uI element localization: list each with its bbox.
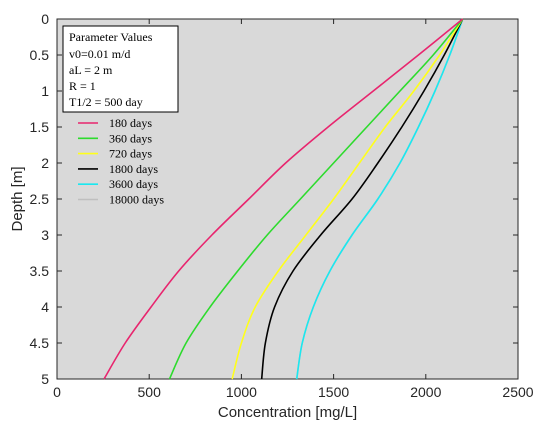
y-tick-label: 3 [41, 227, 49, 243]
legend-label: 1800 days [109, 162, 158, 176]
y-tick-label: 0 [41, 11, 49, 27]
x-tick-layer: 0 500 1000 1500 2000 2500 [53, 19, 534, 400]
parameter-box [62, 25, 179, 113]
y-tick-label: 4 [41, 299, 49, 315]
series-layer [103, 18, 464, 380]
y-tick-label: 2 [41, 155, 49, 171]
y-tick-label: 1 [41, 83, 49, 99]
legend-label: 18000 days [109, 193, 164, 207]
x-tick-label: 2000 [410, 384, 441, 400]
y-tick-label: 3.5 [30, 263, 50, 279]
parameter-box-title: Parameter Values [69, 30, 153, 44]
y-tick-label: 1.5 [30, 119, 50, 135]
legend-label: 360 days [109, 131, 152, 145]
series-line [295, 18, 464, 380]
y-tick-label: 5 [41, 371, 49, 387]
x-tick-label: 500 [138, 384, 162, 400]
legend-label: 3600 days [109, 177, 158, 191]
legend-label: 180 days [109, 116, 152, 130]
x-tick-label: 1000 [226, 384, 257, 400]
series-line [168, 18, 464, 380]
legend-label: 720 days [109, 147, 152, 161]
y-axis-label: Depth [m] [9, 166, 26, 231]
parameter-line: R = 1 [69, 79, 96, 93]
x-axis-label: Concentration [mg/L] [218, 404, 357, 421]
series-line [260, 18, 464, 380]
y-tick-layer: 0 0.5 1 1.5 2 2.5 3 3.5 4 4.5 5 [30, 11, 518, 387]
y-tick-label: 0.5 [30, 47, 50, 63]
series-line [231, 18, 464, 380]
y-tick-label: 2.5 [30, 191, 50, 207]
parameter-line: v0=0.01 m/d [69, 47, 130, 61]
legend: Parameter Values v0=0.01 m/d aL = 2 m R … [62, 25, 179, 207]
x-tick-label: 0 [53, 384, 61, 400]
x-tick-label: 1500 [318, 384, 349, 400]
parameter-line: T1/2 = 500 day [69, 95, 143, 109]
parameter-line: aL = 2 m [69, 63, 113, 77]
x-tick-label: 2500 [502, 384, 533, 400]
y-tick-label: 4.5 [30, 335, 50, 351]
series-line [103, 18, 464, 380]
